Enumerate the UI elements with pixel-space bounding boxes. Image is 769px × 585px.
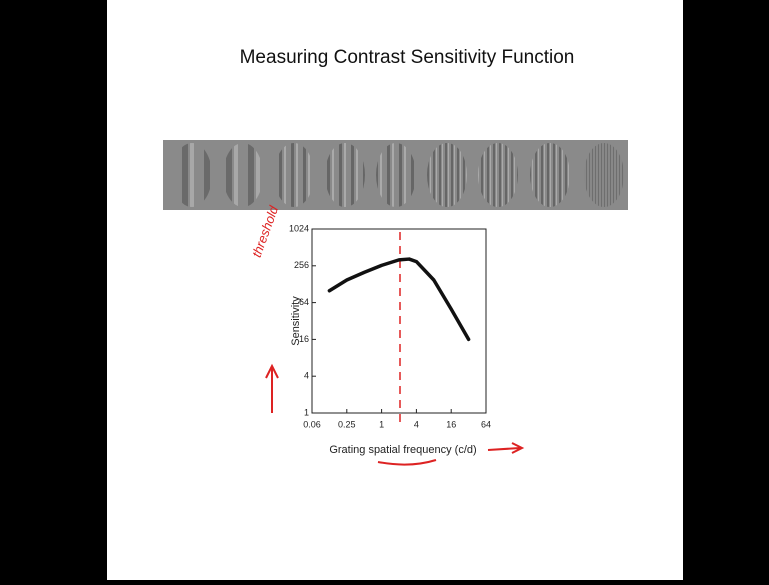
y-tick-label: 1024 [289,223,309,233]
y-tick-label: 64 [299,297,309,307]
x-tick-label: 16 [446,419,456,429]
slide-title: Measuring Contrast Sensitivity Function [240,47,575,68]
x-axis-label: Grating spatial frequency (c/d) [329,444,476,456]
x-tick-label: 64 [481,419,491,429]
x-tick-label: 0.06 [303,419,321,429]
y-tick-label: 256 [294,260,309,270]
x-tick-label: 1 [379,419,384,429]
x-tick-label: 4 [414,419,419,429]
y-tick-label: 4 [304,371,309,381]
y-tick-label: 16 [299,334,309,344]
x-tick-label: 0.25 [338,419,356,429]
slide-bg [107,0,683,580]
grating-strip [163,140,628,210]
page: Measuring Contrast Sensitivity Function … [0,0,769,580]
y-tick-label: 1 [304,407,309,417]
slide: Measuring Contrast Sensitivity Function … [0,0,769,580]
